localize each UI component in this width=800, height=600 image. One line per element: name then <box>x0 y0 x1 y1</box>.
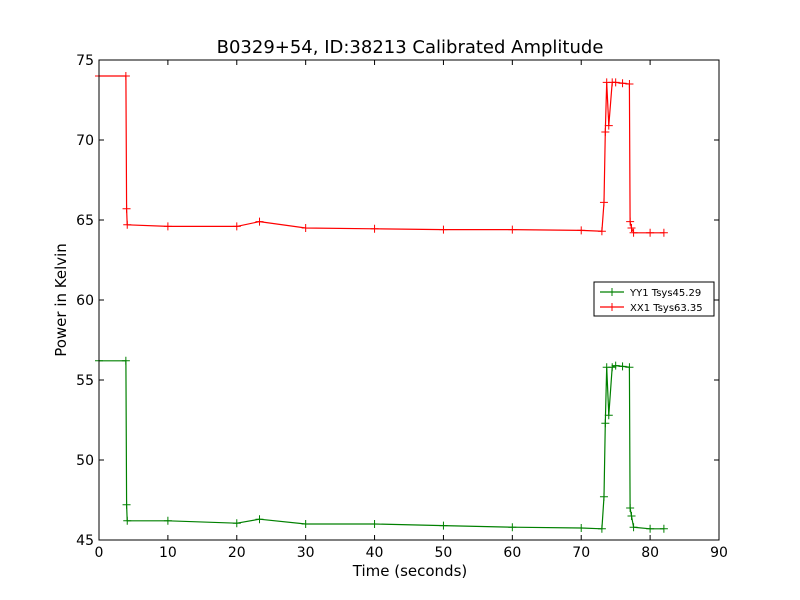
data-point-1-1 <box>121 72 130 80</box>
data-point-0-21 <box>626 504 635 512</box>
data-point-1-24 <box>646 228 655 237</box>
data-point-1-22 <box>627 224 636 232</box>
data-point-1-5 <box>232 222 241 231</box>
x-tick-label-2: 20 <box>228 545 246 561</box>
data-point-0-9 <box>439 521 448 530</box>
y-tick-label-3: 60 <box>76 293 94 309</box>
x-tick-label-6: 60 <box>503 545 521 561</box>
legend-marker-0 <box>608 288 616 296</box>
y-tick-label-0: 45 <box>76 533 94 549</box>
y-tick-label-6: 75 <box>76 53 94 69</box>
y-tick-label-4: 65 <box>76 213 94 229</box>
data-point-1-23 <box>629 228 638 237</box>
data-point-0-18 <box>611 361 620 370</box>
data-point-0-16 <box>604 411 613 420</box>
data-point-0-10 <box>508 523 517 532</box>
x-tick-label-7: 70 <box>572 545 590 561</box>
data-point-0-6 <box>255 515 264 524</box>
data-point-1-9 <box>439 225 448 234</box>
data-point-0-5 <box>232 519 241 528</box>
data-point-1-10 <box>508 225 517 234</box>
data-point-1-16 <box>604 121 613 130</box>
data-point-0-7 <box>301 520 310 528</box>
data-point-1-3 <box>123 220 132 229</box>
series-line-1 <box>99 75 664 234</box>
x-tick-label-3: 30 <box>297 545 315 561</box>
data-point-0-12 <box>597 524 606 533</box>
data-point-0-19 <box>618 362 627 371</box>
legend-marker-1 <box>608 303 616 311</box>
data-point-0-2 <box>122 500 131 509</box>
data-point-1-20 <box>625 80 634 88</box>
data-point-0-22 <box>627 512 636 520</box>
x-tick-label-9: 90 <box>710 545 728 561</box>
data-point-1-19 <box>618 79 627 88</box>
x-axis-label: Time (seconds) <box>352 562 468 580</box>
data-point-1-7 <box>301 224 310 232</box>
data-point-0-3 <box>123 516 132 525</box>
series-line-0 <box>99 360 664 530</box>
y-axis-label: Power in Kelvin <box>52 243 70 357</box>
data-point-1-2 <box>122 204 131 213</box>
data-point-0-25 <box>659 524 668 533</box>
data-point-0-14 <box>601 419 610 428</box>
data-point-0-13 <box>599 492 608 501</box>
y-tick-label-1: 50 <box>76 453 94 469</box>
data-point-0-11 <box>577 524 586 532</box>
legend-box <box>593 281 715 317</box>
data-point-1-21 <box>626 217 635 226</box>
data-point-0-8 <box>370 520 379 528</box>
legend-label-0: YY1 Tsys45.29 <box>629 288 701 299</box>
y-tick-label-2: 55 <box>76 373 94 389</box>
data-point-1-18 <box>611 78 620 87</box>
data-point-1-11 <box>577 226 586 235</box>
data-point-1-12 <box>597 227 606 236</box>
y-tick-label-5: 70 <box>76 133 94 149</box>
data-point-0-1 <box>121 356 130 365</box>
data-point-0-17 <box>608 363 617 372</box>
x-tick-label-0: 0 <box>95 545 104 561</box>
x-tick-label-4: 40 <box>366 545 384 561</box>
data-point-1-6 <box>255 217 264 226</box>
x-tick-label-5: 50 <box>435 545 453 561</box>
data-point-0-20 <box>625 363 634 372</box>
x-tick-label-8: 80 <box>641 545 659 561</box>
chart-title: B0329+54, ID:38213 Calibrated Amplitude <box>217 37 604 58</box>
data-point-1-4 <box>163 222 172 231</box>
legend-label-1: XX1 Tsys63.35 <box>630 303 703 314</box>
data-point-1-8 <box>370 224 379 233</box>
data-point-1-14 <box>601 128 610 136</box>
data-point-0-24 <box>646 524 655 533</box>
data-point-0-23 <box>629 523 638 532</box>
x-tick-label-1: 10 <box>159 545 177 561</box>
data-point-0-4 <box>163 516 172 525</box>
data-point-1-25 <box>659 228 668 237</box>
data-point-1-13 <box>599 198 608 207</box>
